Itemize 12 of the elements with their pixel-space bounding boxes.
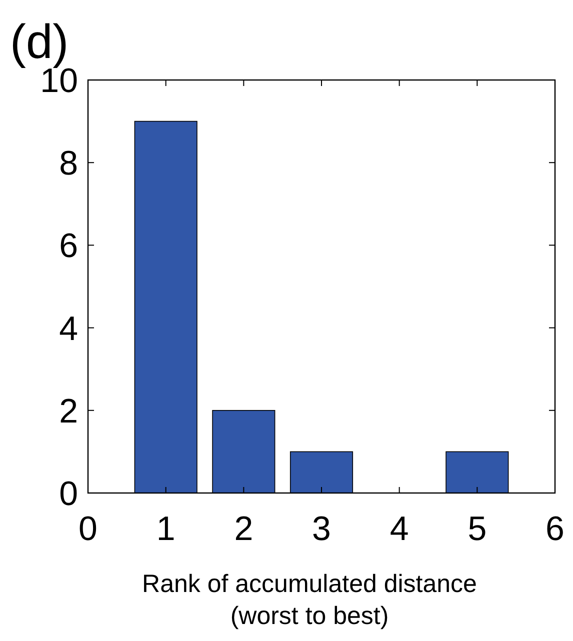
x-tick-label: 2 xyxy=(234,510,254,548)
y-tick-label: 4 xyxy=(59,310,78,348)
x-tick-label: 4 xyxy=(390,510,409,548)
y-tick-label: 6 xyxy=(59,227,78,266)
x-tick-label: 6 xyxy=(546,510,564,548)
y-tick-label: 8 xyxy=(59,144,78,183)
y-tick-label: 0 xyxy=(59,475,78,513)
x-tick-label: 3 xyxy=(312,510,331,548)
x-axis-title: Rank of accumulated distance (worst to best) xyxy=(142,570,477,630)
y-tick-label: 2 xyxy=(59,392,78,430)
x-tick-label: 5 xyxy=(468,510,487,548)
x-tick-label: 1 xyxy=(156,510,176,548)
